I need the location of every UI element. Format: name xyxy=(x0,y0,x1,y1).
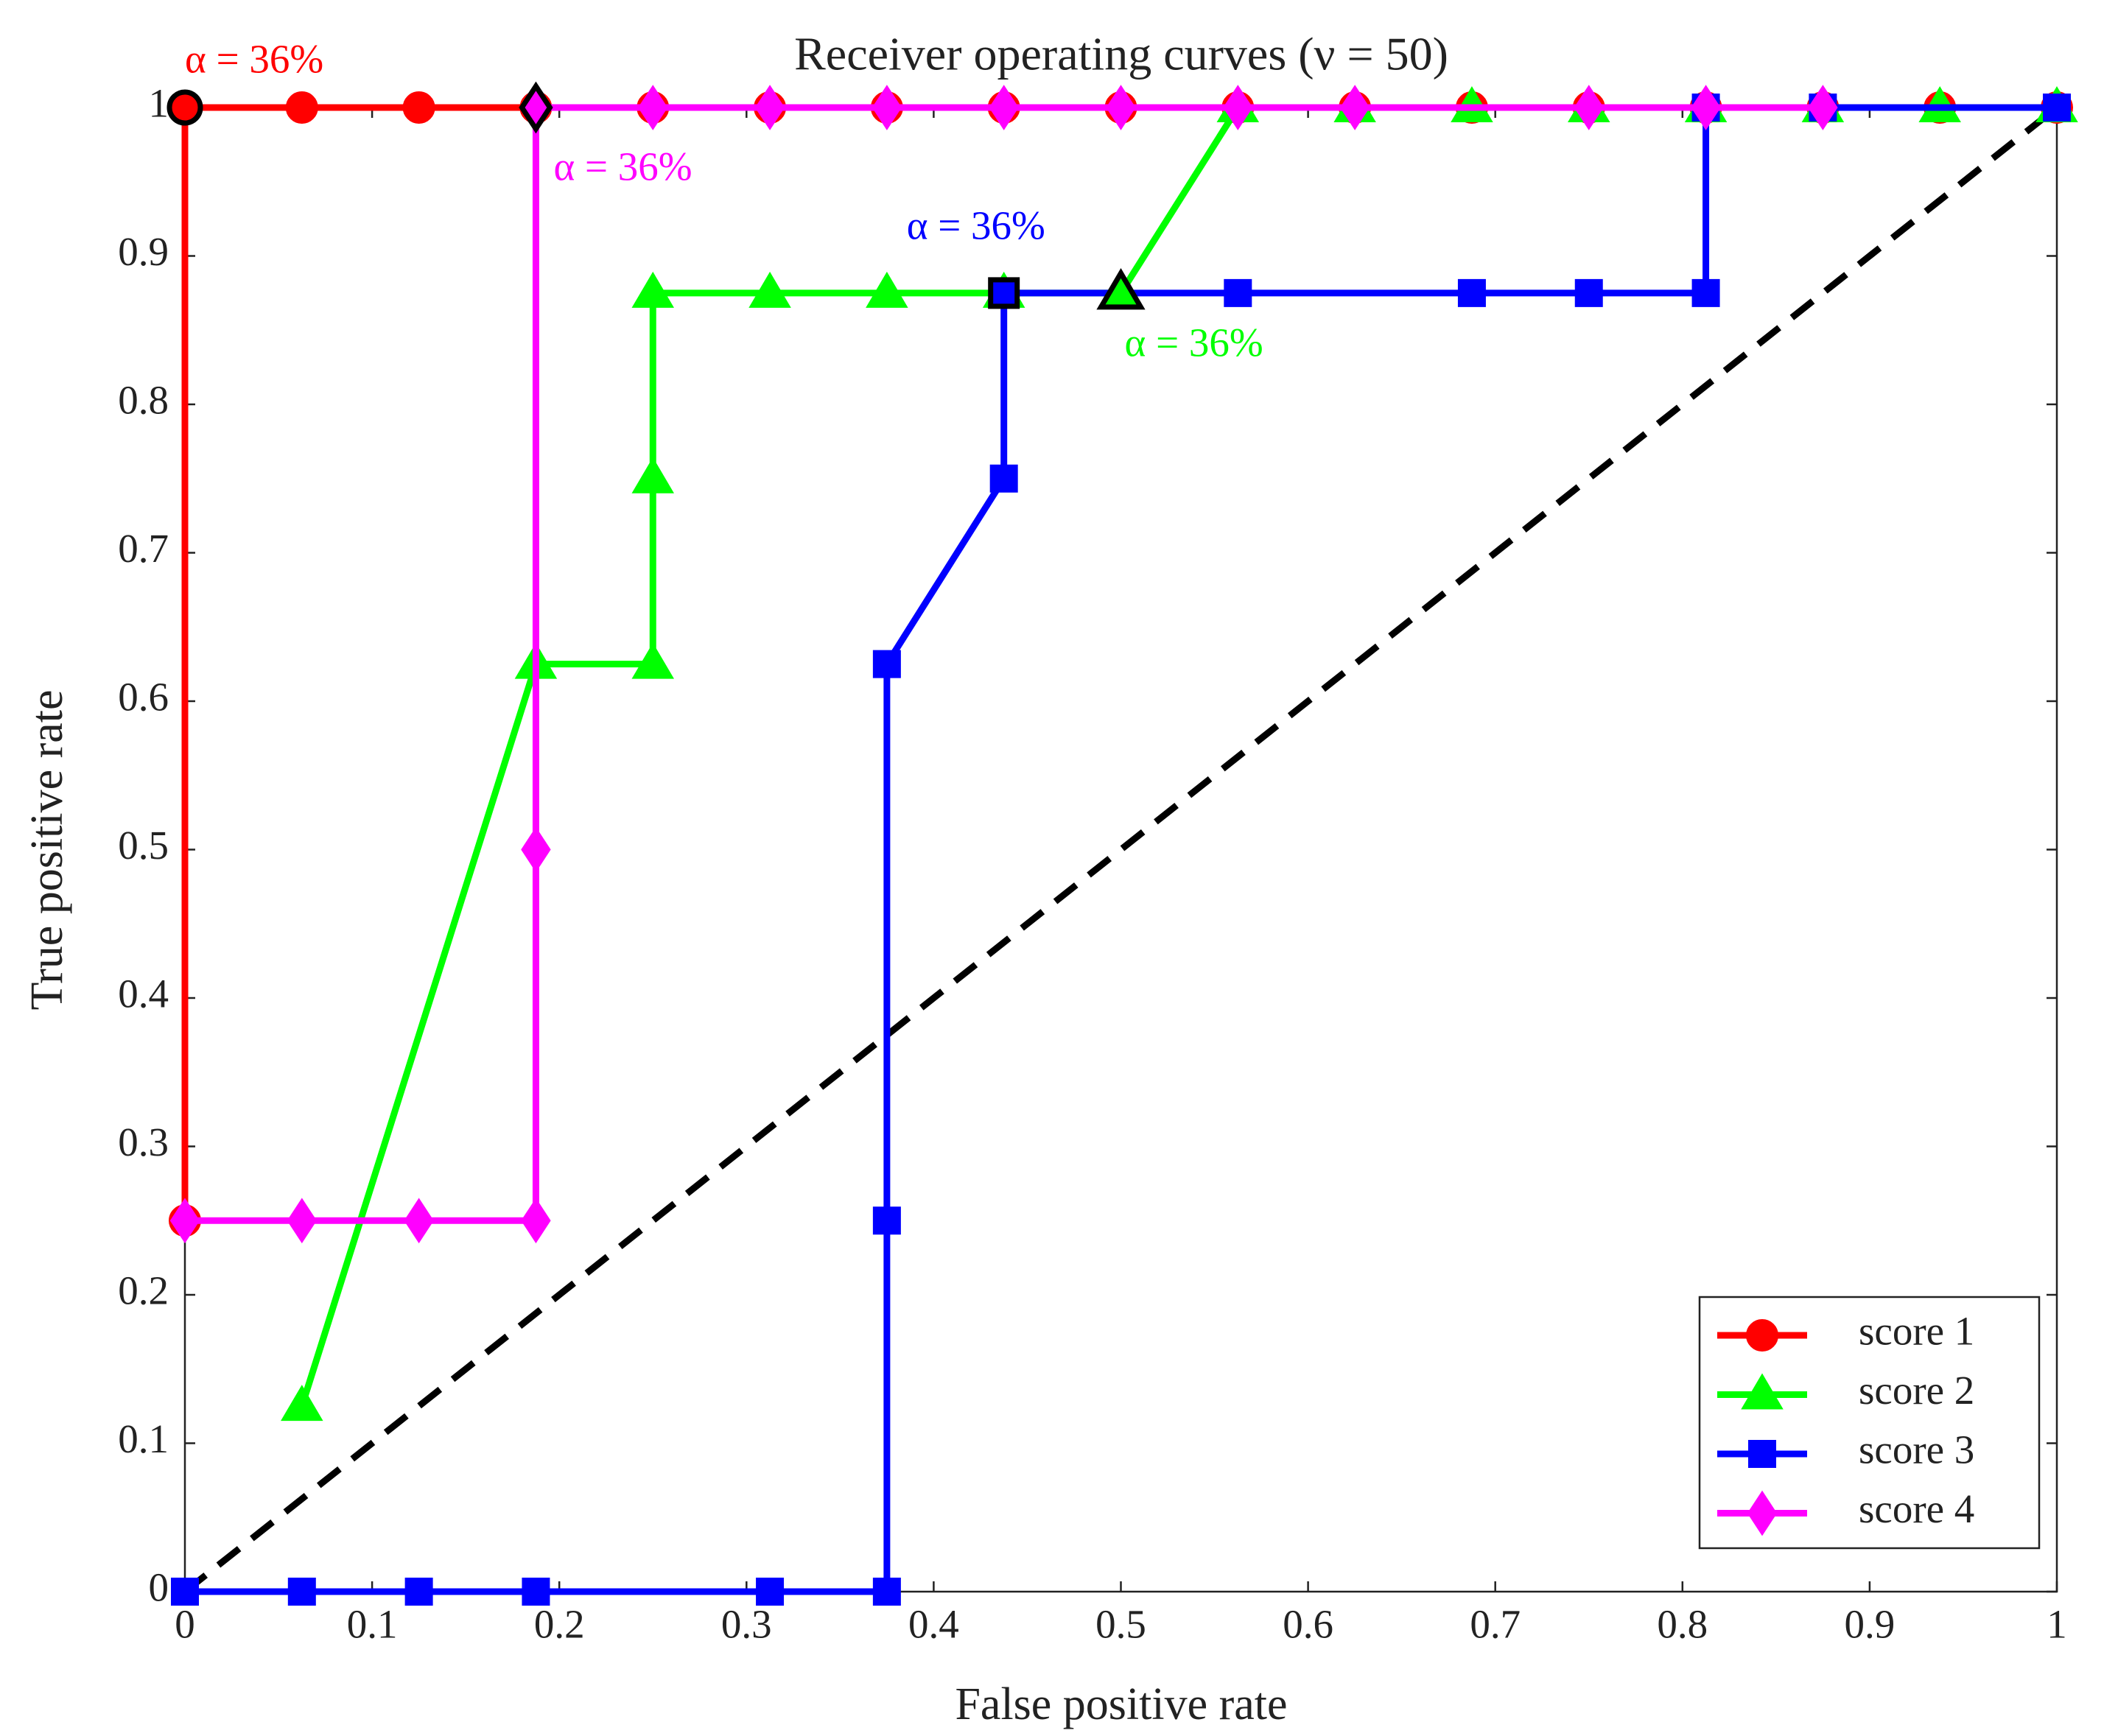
x-tick-label: 0.1 xyxy=(347,1602,398,1647)
marker xyxy=(1224,278,1252,307)
series xyxy=(281,86,2078,1422)
y-tick-label: 0.5 xyxy=(118,823,169,868)
x-tick-label: 1 xyxy=(2047,1602,2067,1647)
marker xyxy=(169,1198,200,1244)
marker xyxy=(404,1578,433,1606)
marker xyxy=(631,457,674,493)
x-axis-label: False positive rate xyxy=(955,1679,1287,1729)
y-tick-label: 1 xyxy=(149,81,169,126)
x-tick-label: 0.6 xyxy=(1283,1602,1333,1647)
marker xyxy=(989,85,1019,130)
marker xyxy=(872,1206,901,1235)
marker xyxy=(866,271,908,308)
legend-label: score 1 xyxy=(1859,1309,1974,1354)
annotation: α = 36% xyxy=(185,37,323,82)
marker xyxy=(166,89,203,126)
y-tick-label: 0.8 xyxy=(118,378,169,423)
marker xyxy=(1096,267,1146,310)
marker xyxy=(872,650,901,678)
marker xyxy=(638,85,668,130)
marker xyxy=(287,1578,316,1606)
marker xyxy=(1748,1440,1776,1468)
marker xyxy=(1691,278,1720,307)
legend-label: score 2 xyxy=(1859,1368,1974,1413)
y-tick-label: 0.7 xyxy=(118,526,169,571)
x-tick-label: 0.3 xyxy=(721,1602,772,1647)
x-tick-label: 0.9 xyxy=(1845,1602,1896,1647)
marker xyxy=(989,464,1018,493)
marker xyxy=(2043,94,2071,122)
x-tick-label: 0.7 xyxy=(1470,1602,1521,1647)
x-tick-label: 0.2 xyxy=(534,1602,585,1647)
series-line xyxy=(298,104,2057,1408)
marker xyxy=(171,1578,199,1606)
reference-line xyxy=(183,105,2059,1595)
annotation: α = 36% xyxy=(553,144,692,189)
x-tick-label: 0.5 xyxy=(1095,1602,1146,1647)
y-tick-label: 0.9 xyxy=(118,229,169,274)
marker xyxy=(1574,278,1603,307)
series-line xyxy=(185,104,1823,1224)
marker xyxy=(521,1198,551,1244)
marker xyxy=(631,642,674,679)
marker xyxy=(281,1385,323,1422)
y-tick-label: 0.3 xyxy=(118,1120,169,1164)
annotation: α = 36% xyxy=(907,203,1045,248)
marker xyxy=(1746,1319,1778,1352)
series xyxy=(169,85,1838,1244)
x-tick-label: 0.8 xyxy=(1657,1602,1708,1647)
annotation: α = 36% xyxy=(1125,320,1263,365)
marker xyxy=(756,1578,785,1606)
y-tick-label: 0.2 xyxy=(118,1268,169,1313)
marker xyxy=(1339,85,1370,130)
series xyxy=(171,94,2071,1606)
marker xyxy=(1808,85,1838,130)
marker xyxy=(872,1578,901,1606)
x-tick-label: 0.4 xyxy=(908,1602,959,1647)
y-axis-label: True positive rate xyxy=(22,689,72,1010)
y-tick-label: 0 xyxy=(149,1565,169,1610)
marker xyxy=(872,85,902,130)
marker xyxy=(287,1198,318,1244)
y-tick-label: 0.4 xyxy=(118,971,169,1016)
marker xyxy=(519,81,553,134)
marker xyxy=(1691,85,1721,130)
marker xyxy=(285,91,318,124)
chart-title: Receiver operating curves (ν = 50) xyxy=(794,28,1448,80)
marker xyxy=(1106,85,1136,130)
y-tick-label: 0.6 xyxy=(118,675,169,720)
marker xyxy=(1747,1490,1778,1536)
marker xyxy=(1457,278,1486,307)
y-tick-label: 0.1 xyxy=(118,1416,169,1461)
legend-label: score 3 xyxy=(1859,1427,1974,1472)
marker xyxy=(402,91,435,124)
marker xyxy=(754,85,785,130)
series xyxy=(169,91,2073,1237)
marker xyxy=(1574,85,1604,130)
marker xyxy=(404,1198,434,1244)
marker xyxy=(1741,1373,1784,1410)
legend-label: score 4 xyxy=(1859,1486,1974,1531)
x-tick-label: 0 xyxy=(175,1602,195,1647)
marker xyxy=(522,1578,550,1606)
marker xyxy=(748,271,791,308)
marker xyxy=(521,826,551,873)
marker xyxy=(1223,85,1253,130)
marker xyxy=(988,277,1020,309)
marker xyxy=(631,271,674,308)
